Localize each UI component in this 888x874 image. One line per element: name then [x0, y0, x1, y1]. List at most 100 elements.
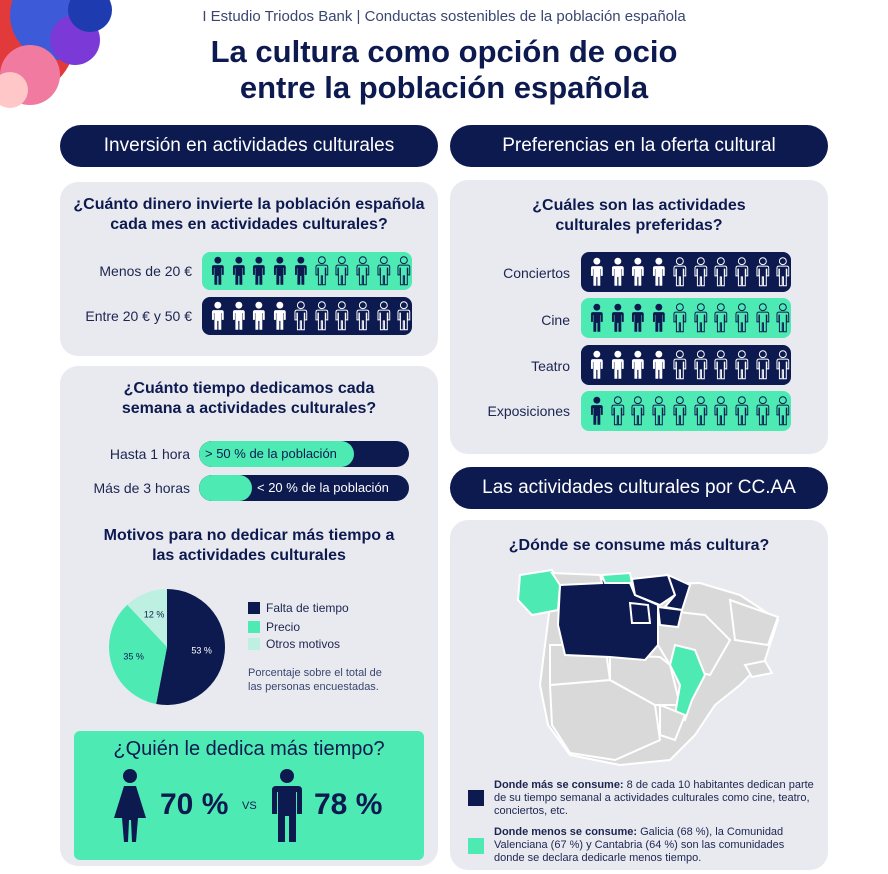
- money-question: ¿Cuánto dinero invierte la población esp…: [60, 195, 438, 235]
- time-row-1-fill: [199, 475, 252, 501]
- person-filled-icon: [253, 301, 266, 330]
- person-outline-icon: [673, 396, 687, 426]
- person-outline-icon: [756, 257, 769, 287]
- person-outline-icon: [693, 396, 707, 426]
- person-outline-icon: [294, 301, 308, 331]
- pref-row-2-label: Teatro: [531, 358, 570, 374]
- person-outline-icon: [631, 396, 645, 426]
- map-region-cantabria: [600, 571, 634, 584]
- motivos-title-line1: Motivos para no dedicar más tiempo a: [103, 527, 395, 544]
- triodos-logo-splash: [0, 0, 112, 108]
- quien-title: ¿Quién le dedica más tiempo?: [113, 738, 385, 760]
- person-outline-icon: [693, 303, 707, 333]
- person-outline-icon: [377, 301, 390, 331]
- man-icon: [272, 769, 302, 842]
- legend-label-precio: Precio: [266, 620, 301, 634]
- person-outline-icon: [314, 301, 328, 331]
- legend-swatch-precio: [248, 621, 260, 633]
- legend-swatch-falta: [248, 602, 260, 614]
- money-row-1-label: Entre 20 € y 50 €: [85, 308, 192, 324]
- person-filled-icon: [611, 350, 624, 379]
- time-question-line2: semana a actividades culturales?: [121, 400, 377, 417]
- money-row-0-label: Menos de 20 €: [99, 263, 192, 279]
- time-row-0-bar: > 50 % de la población: [199, 441, 409, 467]
- time-row-0-fill: [199, 441, 355, 467]
- person-outline-icon: [714, 396, 728, 426]
- person-filled-icon: [211, 301, 224, 330]
- legend-label-otros: Otros motivos: [266, 637, 341, 651]
- person-filled-icon: [232, 256, 245, 285]
- money-question-line1: ¿Cuánto dinero invierte la población esp…: [73, 196, 425, 213]
- pref-row-3-label: Exposiciones: [487, 403, 571, 419]
- map-legend-most-desc: 8 de cada 10 habitantes dedican parte de…: [494, 779, 814, 817]
- map-region-asturias: [550, 571, 604, 587]
- vs-label: VS: [242, 800, 257, 812]
- person-filled-icon: [590, 303, 603, 332]
- person-outline-icon: [611, 396, 624, 426]
- person-outline-icon: [735, 303, 749, 333]
- person-filled-icon: [590, 396, 603, 425]
- person-filled-icon: [211, 256, 224, 285]
- pie-slice-precio: [109, 604, 167, 704]
- map-legend-most-swatch: [468, 790, 484, 806]
- time-row-0-label: Hasta 1 hora: [109, 446, 190, 462]
- time-question-line1: ¿Cuánto tiempo dedicamos cada: [123, 380, 375, 397]
- map-legend-least-text: Donde menos se consume: Galicia (68 %), …: [494, 826, 814, 865]
- preferidas-question-line1: ¿Cuáles son las actividades: [532, 197, 746, 214]
- person-filled-icon: [232, 301, 245, 330]
- map-region-pais-vasco: [630, 573, 677, 607]
- person-outline-icon: [693, 257, 707, 287]
- person-outline-icon: [377, 256, 390, 286]
- time-row-1-value: < 20 % de la población: [257, 480, 389, 495]
- person-outline-icon: [314, 256, 328, 286]
- section-preferencias: Preferencias en la oferta cultural: [450, 125, 828, 167]
- person-outline-icon: [673, 257, 687, 287]
- person-outline-icon: [673, 303, 687, 333]
- person-filled-icon: [590, 350, 603, 379]
- motivos-note: Porcentaje sobre el total de las persona…: [248, 666, 382, 694]
- motivos-note-line1: Porcentaje sobre el total de: [248, 667, 382, 679]
- person-outline-icon: [776, 396, 790, 426]
- time-row-1-bar: < 20 % de la población: [199, 475, 409, 501]
- legend-swatch-otros: [248, 638, 260, 650]
- person-filled-icon: [632, 303, 645, 332]
- person-outline-icon: [735, 350, 749, 380]
- pref-row-2-bar: [581, 345, 791, 385]
- person-outline-icon: [756, 303, 769, 333]
- person-filled-icon: [274, 256, 286, 285]
- page-title-line2: entre la población española: [239, 70, 649, 105]
- time-row-1-label: Más de 3 horas: [93, 480, 191, 496]
- person-outline-icon: [356, 301, 370, 331]
- pref-row-3-bar: [581, 391, 791, 431]
- pref-row-0-bar: [581, 252, 791, 292]
- section-inversion: Inversión en actividades culturales: [60, 125, 438, 167]
- section-ccaa: Las actividades culturales por CC.AA: [450, 467, 828, 509]
- person-outline-icon: [714, 350, 728, 380]
- pref-row-1-bar: [581, 298, 791, 338]
- person-outline-icon: [714, 257, 728, 287]
- person-outline-icon: [776, 350, 790, 380]
- person-outline-icon: [756, 350, 769, 380]
- person-outline-icon: [756, 396, 769, 426]
- person-outline-icon: [776, 257, 790, 287]
- page-title-line1: La cultura como opción de ocio: [210, 34, 678, 69]
- person-filled-icon: [653, 350, 665, 379]
- page-subtitle: I Estudio Triodos Bank | Conductas soste…: [202, 8, 686, 25]
- person-outline-icon: [735, 257, 749, 287]
- motivos-title: Motivos para no dedicar más tiempo a las…: [60, 526, 438, 566]
- time-question: ¿Cuánto tiempo dedicamos cada semana a a…: [60, 379, 438, 419]
- person-outline-icon: [652, 396, 666, 426]
- person-filled-icon: [274, 301, 286, 330]
- person-outline-icon: [356, 256, 370, 286]
- person-outline-icon: [335, 301, 349, 331]
- person-outline-icon: [714, 303, 728, 333]
- women-percentage: 70 %: [160, 788, 229, 821]
- map-question: ¿Dónde se consume más cultura?: [508, 537, 770, 554]
- map-legend-least-swatch: [468, 838, 484, 854]
- money-row-1-bar: [202, 297, 412, 335]
- spain-map: [516, 568, 780, 767]
- legend-label-falta: Falta de tiempo: [266, 601, 349, 615]
- person-outline-icon: [693, 350, 707, 380]
- person-outline-icon: [397, 301, 411, 331]
- person-outline-icon: [673, 350, 687, 380]
